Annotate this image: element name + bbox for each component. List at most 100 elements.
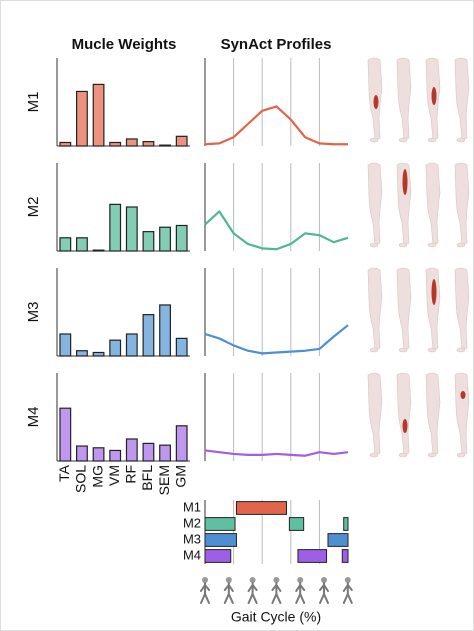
foot <box>428 453 436 457</box>
bar <box>176 136 187 146</box>
activity-bar <box>236 502 286 515</box>
bar <box>60 142 71 146</box>
bar <box>110 204 121 251</box>
leg <box>368 268 382 350</box>
bar <box>176 338 187 356</box>
bar <box>160 445 171 461</box>
x-tick-label: VM <box>106 465 122 486</box>
bar <box>126 439 137 461</box>
bar <box>143 443 154 461</box>
foot <box>399 348 407 352</box>
bar <box>77 238 88 251</box>
foot <box>457 453 465 457</box>
bar <box>126 207 137 251</box>
bar <box>160 227 171 251</box>
row-label: M2 <box>25 197 42 218</box>
foot <box>428 243 436 247</box>
muscle-highlight <box>403 169 408 195</box>
foot <box>457 138 465 142</box>
foot <box>428 348 436 352</box>
activity-bar <box>328 534 348 547</box>
leg <box>397 373 411 455</box>
activity-bar <box>344 518 348 531</box>
activity-bar <box>342 550 348 563</box>
bar <box>60 238 71 251</box>
bar <box>110 450 121 461</box>
bar <box>126 334 137 356</box>
leg <box>455 58 469 140</box>
row-label: M1 <box>25 92 42 113</box>
bar <box>77 446 88 461</box>
walker <box>201 583 209 603</box>
leg <box>426 163 440 245</box>
foot <box>428 138 436 142</box>
foot <box>399 243 407 247</box>
bar <box>77 351 88 356</box>
foot <box>457 348 465 352</box>
bar <box>143 315 154 356</box>
activity-bar <box>205 534 236 547</box>
row-label: M4 <box>183 547 201 562</box>
muscle-highlight <box>461 391 466 399</box>
bar <box>60 334 71 356</box>
bar <box>93 352 104 356</box>
bar <box>143 232 154 251</box>
foot <box>370 243 378 247</box>
bar <box>93 84 104 146</box>
bar <box>126 139 137 146</box>
profile-line <box>205 450 348 455</box>
walker <box>225 583 233 603</box>
foot <box>370 348 378 352</box>
x-axis-label: Gait Cycle (%) <box>231 609 321 625</box>
muscle-illustrations <box>368 58 469 457</box>
muscle-highlight <box>374 95 379 109</box>
row-label: M3 <box>25 302 42 323</box>
muscle-highlight <box>403 419 408 433</box>
bar <box>93 250 104 251</box>
x-tick-label: BFL <box>139 465 155 491</box>
walker <box>344 583 352 603</box>
bar <box>93 448 104 461</box>
bar-title: Mucle Weights <box>72 36 177 53</box>
profile-title: SynAct Profiles <box>221 36 332 53</box>
bar <box>160 145 171 146</box>
profile-line <box>205 325 348 353</box>
walker <box>249 583 257 603</box>
leg <box>426 373 440 455</box>
foot <box>399 138 407 142</box>
foot <box>457 243 465 247</box>
walker <box>272 583 280 603</box>
x-tick-label: MG <box>89 465 105 488</box>
row-label: M4 <box>25 407 42 428</box>
row-label: M2 <box>183 515 201 530</box>
x-tick-label: GM <box>172 465 188 488</box>
row-label: M3 <box>183 531 201 546</box>
bar <box>60 408 71 461</box>
bar <box>160 305 171 356</box>
bar <box>143 142 154 146</box>
bar <box>77 91 88 146</box>
bar <box>110 340 121 356</box>
leg <box>397 58 411 140</box>
profile-line <box>205 106 348 144</box>
leg <box>397 268 411 350</box>
row-label: M1 <box>183 499 201 514</box>
x-tick-label: RF <box>123 465 139 484</box>
bar <box>110 142 121 146</box>
muscle-highlight <box>432 279 437 305</box>
x-tick-label: SEM <box>156 465 172 495</box>
profile-line <box>205 211 348 249</box>
x-tick-label: TA <box>56 464 72 482</box>
leg <box>455 373 469 455</box>
foot <box>399 453 407 457</box>
foot <box>370 138 378 142</box>
foot <box>370 453 378 457</box>
x-tick-label: SOL <box>73 465 89 493</box>
muscle-highlight <box>432 87 437 105</box>
activity-bar <box>205 518 235 531</box>
gait-figures <box>201 577 352 603</box>
bar <box>176 426 187 461</box>
leg <box>455 268 469 350</box>
activity-bar <box>205 550 231 563</box>
figure: Mucle Weights SynAct Profiles Gait Cycle… <box>0 0 474 631</box>
